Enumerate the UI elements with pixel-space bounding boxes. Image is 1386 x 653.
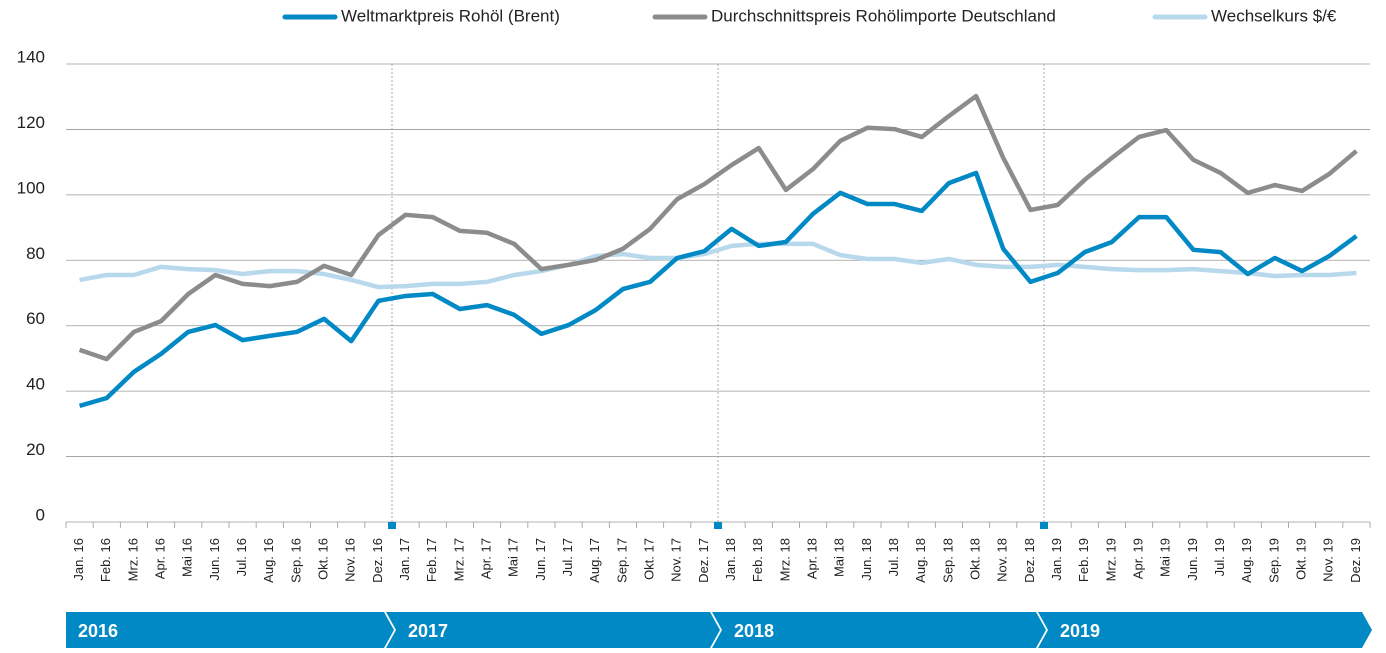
x-tick-label: Okt. 16: [316, 538, 331, 580]
x-tick-label: Apr. 18: [805, 538, 820, 579]
x-tick-label: Apr. 17: [479, 538, 494, 579]
y-tick-label: 40: [26, 375, 45, 394]
legend-label: Durchschnittspreis Rohölimporte Deutschl…: [711, 6, 1056, 25]
x-tick-label: Okt. 19: [1294, 538, 1309, 580]
x-tick-label: Dez. 17: [696, 538, 711, 583]
x-tick-label: Jan. 17: [397, 538, 412, 581]
x-tick-label: Aug. 16: [261, 538, 276, 583]
y-tick-label: 60: [26, 309, 45, 328]
x-tick-label: Mai 18: [832, 538, 847, 577]
year-banner: [712, 612, 1046, 648]
x-tick-label: Mrz. 17: [451, 538, 466, 581]
series-line: [78, 93, 1358, 362]
x-tick-label: Jun. 19: [1185, 538, 1200, 581]
x-tick-label: Sep. 17: [614, 538, 629, 583]
x-tick-label: Feb. 16: [98, 538, 113, 582]
year-banner: [66, 612, 394, 648]
x-tick-label: Mrz. 18: [777, 538, 792, 581]
x-tick-label: Okt. 17: [642, 538, 657, 580]
y-tick-label: 100: [17, 178, 45, 197]
year-banner: [386, 612, 720, 648]
x-tick-label: Feb. 18: [750, 538, 765, 582]
x-tick-label: Aug. 19: [1239, 538, 1254, 583]
x-tick-label: Dez. 18: [1022, 538, 1037, 583]
year-label: 2017: [408, 621, 448, 641]
year-label: 2018: [734, 621, 774, 641]
x-tick-label: Apr. 19: [1131, 538, 1146, 579]
x-tick-label: Dez. 16: [370, 538, 385, 583]
x-tick-label: Mai 17: [506, 538, 521, 577]
series-line: [78, 170, 1358, 409]
legend-label: Wechselkurs $/€: [1211, 6, 1337, 25]
y-tick-label: 80: [26, 244, 45, 263]
x-tick-label: Dez. 19: [1348, 538, 1363, 583]
x-tick-label: Jun. 17: [533, 538, 548, 581]
year-marker: [714, 522, 722, 529]
x-tick-label: Aug. 17: [587, 538, 602, 583]
x-tick-label: Nov. 16: [343, 538, 358, 582]
x-tick-label: Jul. 17: [560, 538, 575, 576]
x-tick-label: Jul. 16: [234, 538, 249, 576]
x-tick-label: Sep. 18: [940, 538, 955, 583]
x-tick-label: Okt. 18: [968, 538, 983, 580]
x-tick-label: Sep. 19: [1266, 538, 1281, 583]
legend-label: Weltmarktpreis Rohöl (Brent): [341, 6, 560, 25]
y-tick-label: 120: [17, 113, 45, 132]
x-tick-label: Jan. 18: [723, 538, 738, 581]
year-banner: [1038, 612, 1372, 648]
x-tick-label: Mai 19: [1158, 538, 1173, 577]
x-tick-label: Nov. 19: [1321, 538, 1336, 582]
x-tick-label: Jul. 19: [1212, 538, 1227, 576]
x-tick-label: Mrz. 19: [1103, 538, 1118, 581]
y-tick-label: 0: [36, 505, 45, 524]
year-marker: [388, 522, 396, 529]
x-tick-label: Jun. 16: [207, 538, 222, 581]
x-tick-label: Sep. 16: [288, 538, 303, 583]
x-tick-label: Jan. 19: [1049, 538, 1064, 581]
x-tick-label: Nov. 17: [669, 538, 684, 582]
x-tick-label: Feb. 19: [1076, 538, 1091, 582]
x-tick-label: Apr. 16: [153, 538, 168, 579]
y-tick-label: 140: [17, 47, 45, 66]
year-label: 2016: [78, 621, 118, 641]
year-label: 2019: [1060, 621, 1100, 641]
x-tick-label: Jul. 18: [886, 538, 901, 576]
x-tick-label: Nov. 18: [995, 538, 1010, 582]
y-tick-label: 20: [26, 440, 45, 459]
x-tick-label: Mai 16: [180, 538, 195, 577]
x-tick-label: Aug. 18: [913, 538, 928, 583]
series-line: [79, 241, 1357, 290]
year-marker: [1040, 522, 1048, 529]
x-tick-label: Jun. 18: [859, 538, 874, 581]
x-tick-label: Jan. 16: [71, 538, 86, 581]
x-tick-label: Feb. 17: [424, 538, 439, 582]
x-tick-label: Mrz. 16: [125, 538, 140, 581]
